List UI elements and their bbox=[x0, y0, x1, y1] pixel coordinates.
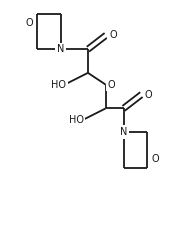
Text: O: O bbox=[145, 90, 152, 100]
Text: O: O bbox=[109, 30, 117, 40]
Text: HO: HO bbox=[69, 115, 84, 125]
Text: N: N bbox=[57, 44, 64, 54]
Text: O: O bbox=[25, 18, 33, 28]
Text: O: O bbox=[108, 80, 115, 90]
Text: O: O bbox=[152, 154, 159, 164]
Text: HO: HO bbox=[51, 80, 66, 90]
Text: N: N bbox=[120, 127, 127, 137]
